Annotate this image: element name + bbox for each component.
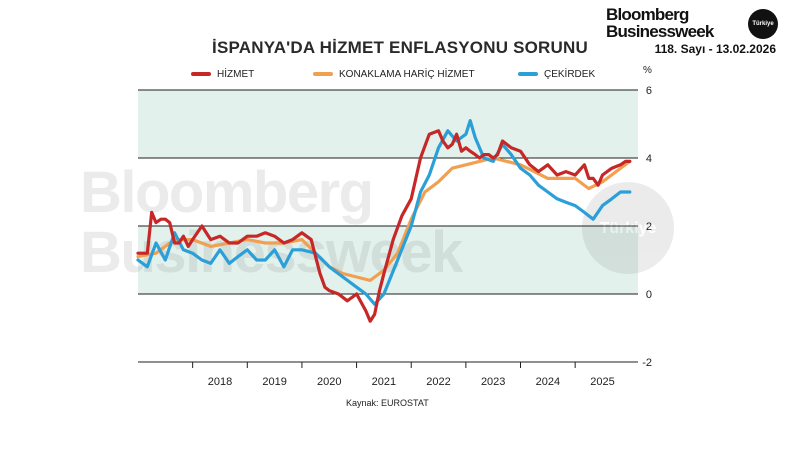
watermark-badge: Türkiye <box>600 220 657 237</box>
chart-axes: -2 0 2 4 6 2018 2019 2020 2021 2022 2023 2024 2025 <box>138 85 652 388</box>
y-tick-label: 4 <box>646 153 652 165</box>
y-tick-label: -2 <box>642 357 652 369</box>
source-label: Kaynak: EUROSTAT <box>346 398 429 408</box>
y-tick-label: 6 <box>646 85 652 97</box>
legend-swatch-hizmet <box>191 72 211 76</box>
issue-label: 118. Sayı - 13.02.2026 <box>654 42 776 56</box>
x-tick-label: 2025 <box>590 376 614 388</box>
chart-title: İSPANYA'DA HİZMET ENFLASYONU SORUNU <box>212 38 588 57</box>
brand-line1: Bloomberg <box>606 5 689 24</box>
legend-label-cekirdek: ÇEKİRDEK <box>544 68 596 80</box>
legend-item-hizmet: HİZMET <box>191 67 254 81</box>
shaded-bands <box>138 90 638 294</box>
legend-label-hizmet: HİZMET <box>217 68 255 80</box>
x-tick-label: 2023 <box>481 376 505 388</box>
x-tick-label: 2020 <box>317 376 341 388</box>
legend-swatch-konaklama <box>313 72 333 76</box>
watermark-line1: Bloomberg <box>80 160 373 225</box>
legend-label-konaklama: KONAKLAMA HARİÇ HİZMET <box>339 68 475 80</box>
x-tick-label: 2018 <box>208 376 232 388</box>
x-tick-label: 2021 <box>372 376 396 388</box>
x-tick-label: 2019 <box>262 376 286 388</box>
series-lines <box>136 118 632 323</box>
series-line-cekirdek <box>136 118 632 306</box>
x-tick-label: 2022 <box>426 376 450 388</box>
brand-line2: Businessweek <box>606 22 714 41</box>
series-line-hizmet <box>136 129 632 323</box>
y-tick-label: 0 <box>646 289 652 301</box>
y-unit-label: % <box>643 65 652 76</box>
legend-item-cekirdek: ÇEKİRDEK <box>518 67 595 81</box>
shaded-band-1 <box>138 90 638 158</box>
y-tick-label: 2 <box>646 221 652 233</box>
brand-badge: Türkiye <box>748 9 778 39</box>
x-tick-label: 2024 <box>536 376 560 388</box>
brand-logo: Bloomberg Businessweek Türkiye <box>606 6 786 68</box>
legend-item-konaklama: KONAKLAMA HARİÇ HİZMET <box>313 67 475 81</box>
legend-swatch-cekirdek <box>518 72 538 76</box>
